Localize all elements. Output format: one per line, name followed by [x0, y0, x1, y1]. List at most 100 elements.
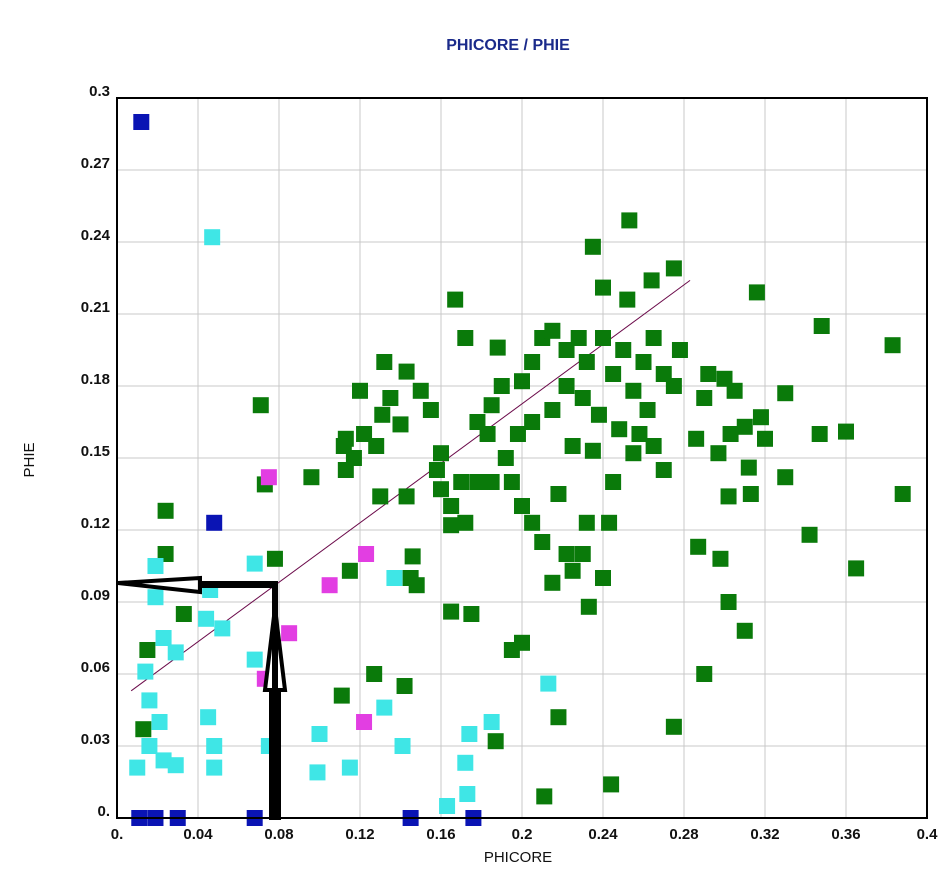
- x-tick-label: 0.2: [512, 826, 533, 843]
- point: [777, 469, 794, 486]
- point: [514, 373, 530, 390]
- point: [200, 709, 217, 726]
- point: [260, 469, 277, 486]
- point: [214, 620, 231, 637]
- point: [141, 692, 158, 709]
- point: [625, 445, 642, 462]
- point: [133, 114, 150, 130]
- point: [590, 406, 607, 423]
- point: [570, 330, 587, 346]
- point: [412, 382, 429, 399]
- point: [341, 759, 358, 776]
- point: [619, 291, 636, 308]
- point: [524, 514, 541, 531]
- point: [643, 272, 660, 289]
- point: [252, 397, 269, 414]
- point: [838, 423, 854, 440]
- point: [443, 517, 460, 534]
- point: [645, 330, 662, 346]
- point: [206, 514, 223, 531]
- point: [611, 421, 628, 438]
- point: [716, 370, 733, 387]
- y-tick-label: 0.03: [81, 731, 110, 748]
- point: [595, 279, 611, 296]
- point: [366, 666, 383, 682]
- point: [603, 776, 620, 793]
- point: [544, 574, 561, 591]
- point: [489, 339, 506, 356]
- point: [544, 322, 561, 339]
- point: [374, 406, 391, 423]
- point: [463, 606, 480, 622]
- point: [311, 726, 328, 742]
- point: [736, 622, 753, 639]
- point: [453, 474, 470, 490]
- point: [720, 594, 737, 610]
- y-tick-label: 0.15: [81, 443, 110, 460]
- point: [688, 430, 705, 447]
- point: [536, 788, 553, 805]
- point: [483, 397, 500, 414]
- point: [376, 354, 393, 370]
- point: [757, 430, 773, 447]
- point: [139, 642, 156, 658]
- point: [696, 390, 713, 406]
- point: [748, 284, 765, 301]
- y-tick-label: 0.3: [89, 83, 110, 100]
- point: [281, 625, 298, 642]
- point: [382, 390, 399, 406]
- x-tick-label: 0.4: [917, 826, 939, 843]
- point: [722, 426, 739, 442]
- point: [461, 726, 478, 742]
- point: [404, 548, 421, 565]
- point: [303, 469, 320, 486]
- point: [493, 378, 510, 394]
- point: [497, 450, 514, 466]
- point: [665, 260, 682, 277]
- point: [358, 546, 375, 562]
- point: [483, 474, 500, 490]
- point: [801, 526, 818, 543]
- y-tick-label: 0.09: [81, 587, 110, 604]
- point: [155, 752, 172, 769]
- point: [204, 229, 221, 246]
- y-tick-label: 0.12: [81, 515, 110, 532]
- point: [408, 577, 425, 594]
- point: [601, 514, 618, 531]
- point: [884, 337, 901, 354]
- point: [167, 644, 184, 661]
- x-tick-label: 0.04: [183, 826, 213, 843]
- point: [341, 562, 358, 579]
- point: [509, 426, 526, 442]
- point: [147, 589, 164, 606]
- y-tick-label: 0.: [97, 803, 110, 820]
- point: [141, 738, 158, 754]
- point: [155, 630, 172, 646]
- point: [700, 366, 717, 382]
- point: [356, 426, 373, 442]
- point: [321, 577, 338, 594]
- point: [605, 366, 622, 382]
- point: [514, 634, 530, 651]
- point: [167, 757, 184, 774]
- point: [157, 502, 174, 519]
- point: [457, 514, 474, 531]
- point: [595, 330, 611, 346]
- point: [147, 558, 164, 574]
- point: [621, 212, 638, 229]
- annotation-arrows: [117, 575, 288, 820]
- plot-marks: [129, 114, 911, 826]
- point: [206, 738, 223, 754]
- x-tick-label: 0.16: [426, 826, 455, 843]
- point: [540, 675, 557, 692]
- point: [811, 426, 828, 442]
- point: [736, 418, 753, 435]
- point: [671, 342, 688, 358]
- y-tick-label: 0.21: [81, 299, 110, 316]
- x-tick-label: 0.24: [588, 826, 618, 843]
- point: [696, 666, 713, 682]
- point: [443, 603, 460, 620]
- point: [459, 786, 476, 802]
- point: [615, 342, 632, 358]
- plot-border: [116, 97, 928, 819]
